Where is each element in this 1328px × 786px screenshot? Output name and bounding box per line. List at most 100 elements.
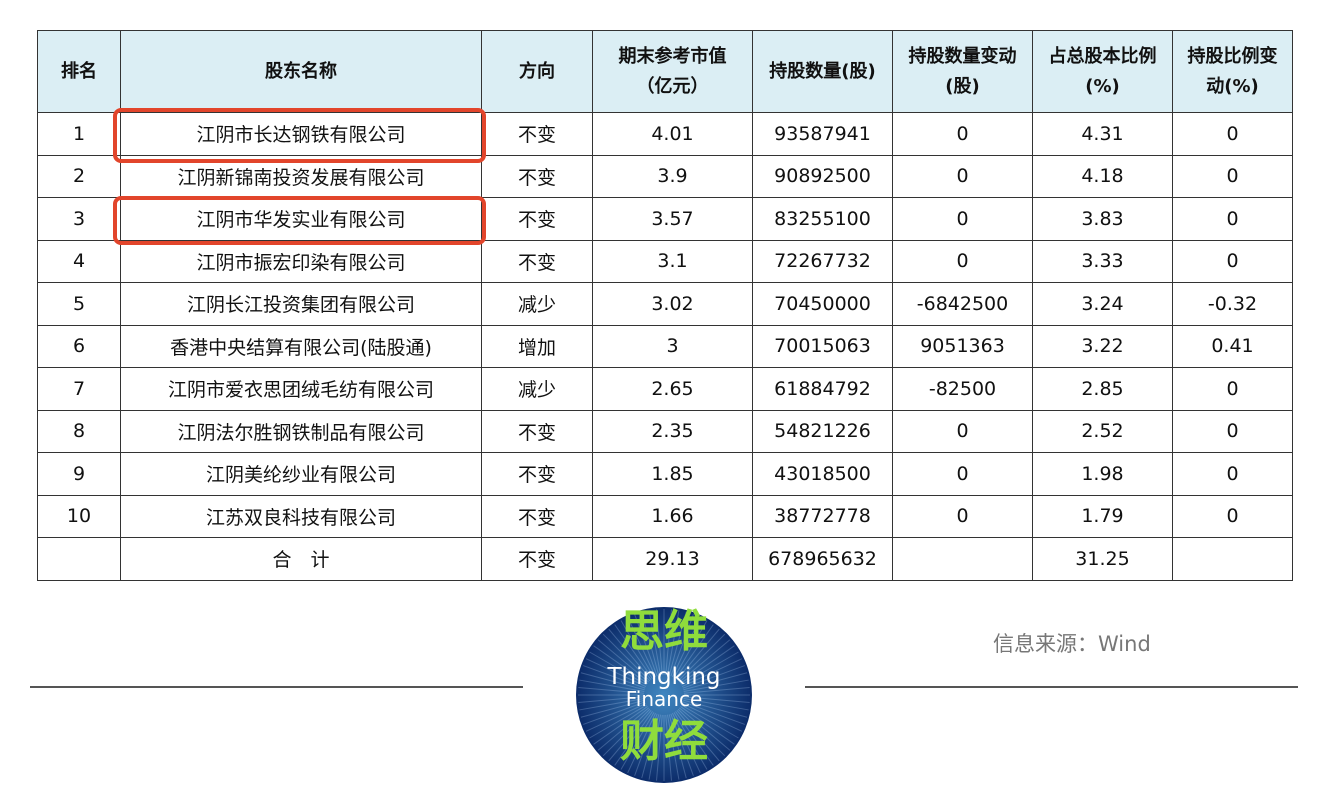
header-cell: 方向 — [481, 30, 593, 113]
divider — [30, 686, 523, 688]
logo-ray — [681, 704, 739, 739]
table-cell — [37, 537, 121, 581]
logo-ray — [681, 702, 743, 732]
table-cell: 7 — [37, 367, 121, 411]
header-cell: 期末参考市值 （亿元） — [592, 30, 753, 113]
logo-ray — [680, 706, 735, 745]
table-cell: 1 — [37, 112, 121, 156]
table-cell: 1.79 — [1032, 494, 1173, 538]
header-cell: 持股数量变动 (股) — [892, 30, 1033, 113]
table-cell: 减少 — [481, 367, 593, 411]
logo-ray — [648, 714, 662, 780]
logo-ray — [580, 699, 645, 718]
logo-ray — [585, 702, 647, 732]
table-cell: 0 — [1172, 197, 1293, 241]
table-row: 7 江阴市爱衣思团绒毛纺有限公司 减少 2.65 61884792 -82500 2.85 0 — [37, 367, 1293, 411]
logo-ray — [683, 679, 749, 693]
table-cell: 江阴市长达钢铁有限公司 — [120, 112, 482, 156]
logo-ray — [680, 645, 735, 684]
table-cell: 0 — [892, 239, 1033, 283]
table-cell: -82500 — [892, 367, 1033, 411]
logo-ray — [670, 713, 694, 776]
logo-ray — [673, 620, 708, 678]
table-cell: 1.66 — [592, 494, 753, 538]
logo-ray — [682, 701, 745, 725]
table-cell: 4.18 — [1032, 154, 1173, 198]
table-cell: 5 — [37, 282, 121, 326]
table-cell: 0 — [892, 197, 1033, 241]
logo-ray — [597, 707, 650, 751]
table-cell: 2 — [37, 154, 121, 198]
table-cell: 31.25 — [1032, 537, 1173, 581]
table-cell: 3.22 — [1032, 324, 1173, 368]
logo-ray — [675, 711, 714, 766]
logo-ray — [579, 679, 645, 693]
logo-ray — [593, 706, 648, 745]
table-cell: 香港中央结算有限公司(陆股通) — [120, 324, 482, 368]
table-cell: 0 — [1172, 367, 1293, 411]
table-cell: 4.31 — [1032, 112, 1173, 156]
logo-disc — [576, 607, 752, 783]
header-cell: 持股数量(股) — [752, 30, 893, 113]
header-row: 排名 股东名称 方向 期末参考市值 （亿元） 持股数量(股) 持股数量变动 (股) 占总股本… — [37, 30, 1293, 113]
source-note: 信息来源：Wind — [993, 632, 1151, 656]
table-cell: 8 — [37, 409, 121, 453]
table-cell: 不变 — [481, 494, 593, 538]
logo-text: Thingking — [606, 664, 720, 690]
shareholder-table: 排名 股东名称 方向 期末参考市值 （亿元） 持股数量(股) 持股数量变动 (股) 占总股本… — [37, 30, 1293, 581]
table-row: 8 江阴法尔胜钢铁制品有限公司 不变 2.35 54821226 0 2.52 0 — [37, 409, 1293, 453]
logo-ray — [683, 699, 748, 718]
table-cell: 不变 — [481, 154, 593, 198]
table-cell: 不变 — [481, 197, 593, 241]
table-cell: 0 — [892, 154, 1033, 198]
logo-ray — [671, 712, 701, 774]
table-row: 合 计不变 29.13 678965632 31.25 — [37, 537, 1293, 581]
table-cell: 江阴市爱衣思团绒毛纺有限公司 — [120, 367, 482, 411]
table-cell: 0 — [1172, 409, 1293, 453]
table-cell: 1.85 — [592, 452, 753, 496]
logo-ray — [656, 609, 663, 676]
logo-ray — [681, 658, 743, 688]
table-cell: 江阴市振宏印染有限公司 — [120, 239, 482, 283]
logo-ray — [682, 665, 745, 689]
logo-ray — [641, 714, 660, 779]
logo-ray — [673, 712, 708, 770]
table-cell: 0 — [1172, 494, 1293, 538]
table-cell: -6842500 — [892, 282, 1033, 326]
table-row: 1 江阴市长达钢铁有限公司 不变 4.01 93587941 0 4.31 0 — [37, 112, 1293, 156]
logo-ray — [578, 687, 645, 694]
logo-ray — [627, 712, 657, 774]
logo-ray — [614, 624, 653, 679]
table-cell: 72267732 — [752, 239, 893, 283]
table-row: 3 江阴市华发实业有限公司 不变 3.57 83255100 0 3.83 0 — [37, 197, 1293, 241]
logo-ray — [678, 639, 731, 683]
table-cell: 70015063 — [752, 324, 893, 368]
table-cell: 0 — [1172, 239, 1293, 283]
table-row: 5 江阴长江投资集团有限公司 减少 3.02 70450000 -6842500 3.24-… — [37, 282, 1293, 326]
table-row: 2 江阴新锦南投资发展有限公司 不变 3.9 90892500 0 4.18 0 — [37, 154, 1293, 198]
logo-ray — [634, 614, 658, 677]
table-cell: 0 — [892, 409, 1033, 453]
logo-ray — [676, 709, 720, 762]
logo-ray — [666, 714, 680, 780]
table-cell: 3.57 — [592, 197, 753, 241]
table-cell: 3 — [37, 197, 121, 241]
table-cell: 不变 — [481, 409, 593, 453]
logo-ray — [634, 713, 658, 776]
logo-ray — [683, 687, 750, 694]
table-cell: 增加 — [481, 324, 593, 368]
highlight-box — [113, 196, 486, 245]
table-cell: 0 — [892, 112, 1033, 156]
highlight-box — [113, 108, 486, 163]
table-cell: 3.9 — [592, 154, 753, 198]
table-cell: 3.02 — [592, 282, 753, 326]
table-cell: 不变 — [481, 112, 593, 156]
logo-ray — [668, 611, 687, 676]
logo-ray — [670, 614, 694, 677]
table-cell: 江阴长江投资集团有限公司 — [120, 282, 482, 326]
logo-ray — [620, 620, 655, 678]
table-row: 6 香港中央结算有限公司(陆股通) 增加 3 70015063 9051363 3.22 0.… — [37, 324, 1293, 368]
logo-ray — [578, 696, 645, 703]
table-cell: 不变 — [481, 239, 593, 283]
table-cell: 43018500 — [752, 452, 893, 496]
